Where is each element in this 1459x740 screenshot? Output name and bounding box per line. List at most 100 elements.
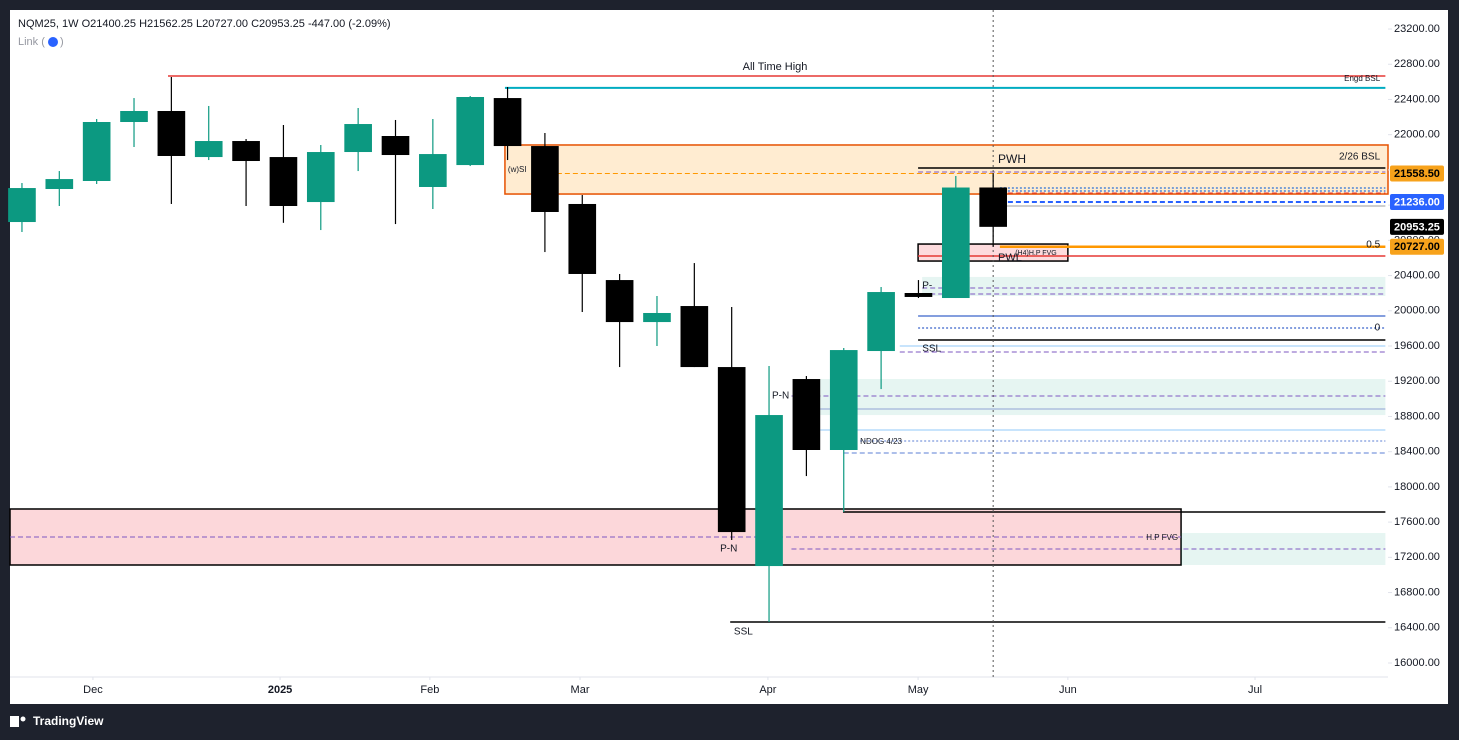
- candle-body: [306, 152, 335, 203]
- annotation: 2/26 BSL: [1339, 152, 1381, 163]
- price-tag-label: 21558.50: [1394, 168, 1440, 180]
- candle-body: [381, 136, 410, 156]
- ohlc-key: H: [139, 18, 147, 30]
- ohlc-value: 21562.25: [147, 18, 193, 30]
- price-tag-label: 20727.00: [1394, 241, 1440, 253]
- price-tag: [1390, 165, 1444, 182]
- candle-body: [232, 141, 260, 162]
- candle-body: [493, 98, 522, 147]
- logo-mark: [10, 716, 19, 727]
- candle-body: [568, 203, 597, 274]
- candle-body: [157, 110, 186, 156]
- x-tick-label: 2025: [268, 684, 292, 696]
- candle-body: [531, 146, 559, 212]
- candle-body: [867, 292, 895, 352]
- candle-body: [605, 280, 634, 323]
- candle-body: [680, 306, 709, 368]
- ohlc-value: 20727.00: [202, 18, 248, 30]
- annotation: SSL: [734, 627, 753, 638]
- candle-body: [8, 188, 36, 223]
- price-tag: [1390, 238, 1444, 255]
- annotation: P-N: [772, 391, 789, 402]
- candle-body: [120, 110, 148, 123]
- y-tick-label: 18400.00: [1394, 446, 1440, 458]
- annotation: Engd BSL: [1344, 74, 1381, 83]
- y-tick-label: 20400.00: [1394, 269, 1440, 281]
- candle-body: [344, 124, 372, 153]
- annotation: 0: [1375, 323, 1381, 334]
- y-tick-label: 16000.00: [1394, 657, 1440, 669]
- ohlc-value: 21400.25: [90, 18, 136, 30]
- price-tag: [1390, 193, 1444, 210]
- x-tick-label: May: [908, 684, 929, 696]
- candle-body: [269, 157, 298, 207]
- link-dot[interactable]: [48, 37, 58, 47]
- zone: [504, 144, 1389, 195]
- candle-body: [979, 187, 1007, 227]
- y-tick-label: 16800.00: [1394, 586, 1440, 598]
- price-tag-label: 21236.00: [1394, 196, 1440, 208]
- zone: [820, 379, 1386, 416]
- candle-body: [82, 122, 111, 181]
- annotation: 0.5: [1366, 240, 1380, 251]
- annotation: PWL: [998, 252, 1022, 264]
- x-tick-label: Apr: [759, 684, 776, 696]
- candle-body: [45, 179, 74, 190]
- x-tick-label: Feb: [420, 684, 439, 696]
- candle-body: [792, 379, 821, 450]
- annotation: (H4)H.P FVG: [1015, 250, 1057, 257]
- candle-body: [829, 350, 858, 450]
- x-tick-label: Mar: [571, 684, 590, 696]
- y-tick-label: 17200.00: [1394, 551, 1440, 563]
- logo-mark: [20, 716, 26, 722]
- candle-body: [755, 415, 783, 567]
- link-label[interactable]: Link (: [18, 36, 45, 48]
- chart-panel: [10, 10, 1448, 704]
- x-tick-label: Jul: [1248, 684, 1262, 696]
- price-tag: [1390, 218, 1444, 235]
- candle-body: [717, 367, 746, 533]
- zone: [922, 276, 1386, 296]
- annotation: All Time High: [743, 61, 808, 73]
- symbol: NQM25, 1W: [18, 18, 79, 30]
- candle-body: [194, 141, 223, 158]
- candle-body: [643, 312, 671, 323]
- tradingview-logo[interactable]: TradingView: [10, 714, 104, 728]
- y-tick-label: 18000.00: [1394, 481, 1440, 493]
- ohlc-value: 20953.25: [259, 18, 305, 30]
- annotation: H.P FVG: [1146, 533, 1178, 542]
- annotation: P-N: [720, 544, 737, 555]
- annotation: NDOG 4/23: [860, 437, 902, 446]
- y-tick-label: 19600.00: [1394, 340, 1440, 352]
- price-tag-label: 20953.25: [1394, 221, 1440, 233]
- x-tick-label: Dec: [83, 684, 103, 696]
- candle-body: [904, 293, 933, 297]
- x-tick-label: Jun: [1059, 684, 1077, 696]
- y-tick-label: 22400.00: [1394, 93, 1440, 105]
- annotation: PWH: [998, 152, 1026, 166]
- plot-area: All Time High Engd BSL (w)SI PWH 2/26 BSL (H4…: [8, 10, 1389, 677]
- y-tick-label: 22000.00: [1394, 129, 1440, 141]
- ohlc-key: C: [251, 18, 259, 30]
- y-tick-label: 23200.00: [1394, 23, 1440, 35]
- change: -447.00 (-2.09%): [308, 18, 391, 30]
- y-tick-label: 19200.00: [1394, 375, 1440, 387]
- ohlc-key: L: [196, 18, 202, 30]
- annotation: (w)SI: [508, 165, 527, 174]
- header: NQM25, 1W O21400.25 H21562.25 L20727.00 …: [18, 18, 391, 30]
- candle-body: [419, 154, 447, 187]
- y-tick-label: 16400.00: [1394, 622, 1440, 634]
- candle-body: [456, 96, 485, 166]
- annotation: P-: [922, 281, 932, 292]
- link-label-end: ): [60, 36, 64, 48]
- y-tick-label: 22800.00: [1394, 58, 1440, 70]
- y-tick-label: 18800.00: [1394, 410, 1440, 422]
- y-tick-label: 20000.00: [1394, 305, 1440, 317]
- annotation: SSL: [922, 344, 941, 355]
- ohlc-key: O: [82, 18, 91, 30]
- brand: TradingView: [33, 714, 104, 728]
- candle-body: [941, 187, 970, 299]
- y-tick-label: 17600.00: [1394, 516, 1440, 528]
